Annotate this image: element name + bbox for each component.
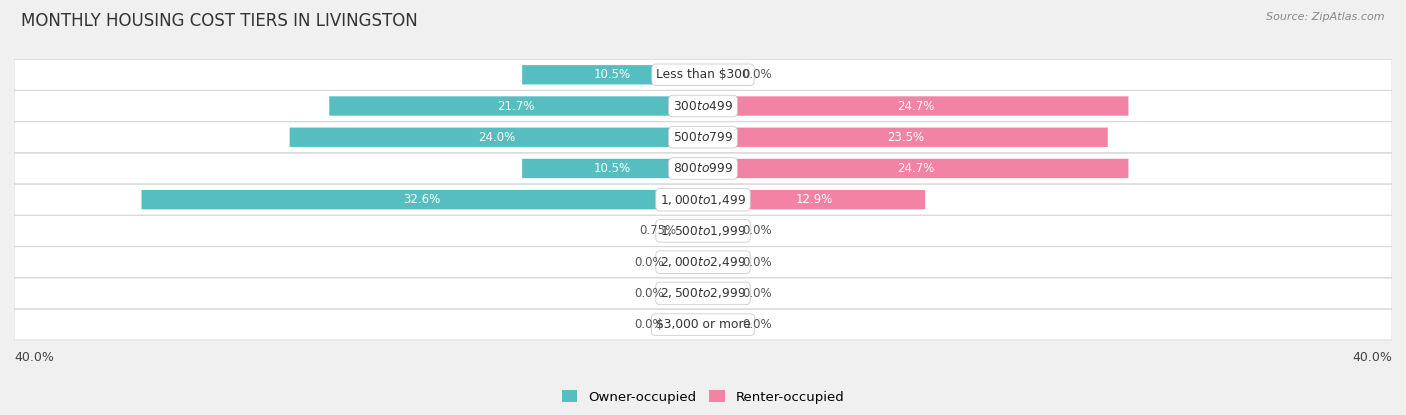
FancyBboxPatch shape (678, 284, 703, 303)
Text: 32.6%: 32.6% (404, 193, 441, 206)
Text: 0.0%: 0.0% (742, 318, 772, 331)
Text: 23.5%: 23.5% (887, 131, 924, 144)
Text: 10.5%: 10.5% (593, 162, 631, 175)
FancyBboxPatch shape (14, 91, 1392, 121)
FancyBboxPatch shape (703, 315, 728, 334)
Text: 0.0%: 0.0% (742, 256, 772, 269)
Text: 24.7%: 24.7% (897, 162, 935, 175)
FancyBboxPatch shape (703, 159, 1129, 178)
FancyBboxPatch shape (703, 252, 728, 272)
FancyBboxPatch shape (678, 252, 703, 272)
FancyBboxPatch shape (703, 65, 728, 85)
FancyBboxPatch shape (14, 59, 1392, 90)
FancyBboxPatch shape (14, 216, 1392, 246)
FancyBboxPatch shape (14, 153, 1392, 184)
FancyBboxPatch shape (522, 65, 703, 85)
Text: $3,000 or more: $3,000 or more (655, 318, 751, 331)
Legend: Owner-occupied, Renter-occupied: Owner-occupied, Renter-occupied (557, 385, 849, 409)
Text: $300 to $499: $300 to $499 (673, 100, 733, 112)
FancyBboxPatch shape (522, 159, 703, 178)
Text: 40.0%: 40.0% (1353, 351, 1392, 364)
FancyBboxPatch shape (290, 127, 703, 147)
FancyBboxPatch shape (14, 184, 1392, 215)
FancyBboxPatch shape (14, 247, 1392, 278)
Text: 24.7%: 24.7% (897, 100, 935, 112)
Text: 0.0%: 0.0% (742, 225, 772, 237)
Text: 24.0%: 24.0% (478, 131, 515, 144)
Text: 0.0%: 0.0% (742, 68, 772, 81)
Text: Source: ZipAtlas.com: Source: ZipAtlas.com (1267, 12, 1385, 22)
FancyBboxPatch shape (142, 190, 703, 210)
Text: $1,000 to $1,499: $1,000 to $1,499 (659, 193, 747, 207)
Text: $800 to $999: $800 to $999 (673, 162, 733, 175)
FancyBboxPatch shape (703, 127, 1108, 147)
Text: $500 to $799: $500 to $799 (673, 131, 733, 144)
Text: 21.7%: 21.7% (498, 100, 534, 112)
FancyBboxPatch shape (329, 96, 703, 116)
FancyBboxPatch shape (703, 190, 925, 210)
FancyBboxPatch shape (703, 284, 728, 303)
Text: Less than $300: Less than $300 (657, 68, 749, 81)
Text: MONTHLY HOUSING COST TIERS IN LIVINGSTON: MONTHLY HOUSING COST TIERS IN LIVINGSTON (21, 12, 418, 30)
FancyBboxPatch shape (678, 315, 703, 334)
FancyBboxPatch shape (14, 122, 1392, 153)
Text: 0.0%: 0.0% (634, 318, 664, 331)
Text: $2,500 to $2,999: $2,500 to $2,999 (659, 286, 747, 300)
Text: $1,500 to $1,999: $1,500 to $1,999 (659, 224, 747, 238)
Text: 0.0%: 0.0% (634, 287, 664, 300)
FancyBboxPatch shape (703, 221, 728, 241)
Text: 12.9%: 12.9% (796, 193, 832, 206)
Text: $2,000 to $2,499: $2,000 to $2,499 (659, 255, 747, 269)
FancyBboxPatch shape (14, 278, 1392, 309)
Text: 0.75%: 0.75% (640, 225, 676, 237)
Text: 40.0%: 40.0% (14, 351, 53, 364)
Text: 0.0%: 0.0% (742, 287, 772, 300)
FancyBboxPatch shape (690, 221, 703, 241)
FancyBboxPatch shape (703, 96, 1129, 116)
FancyBboxPatch shape (14, 309, 1392, 340)
Text: 10.5%: 10.5% (593, 68, 631, 81)
Text: 0.0%: 0.0% (634, 256, 664, 269)
